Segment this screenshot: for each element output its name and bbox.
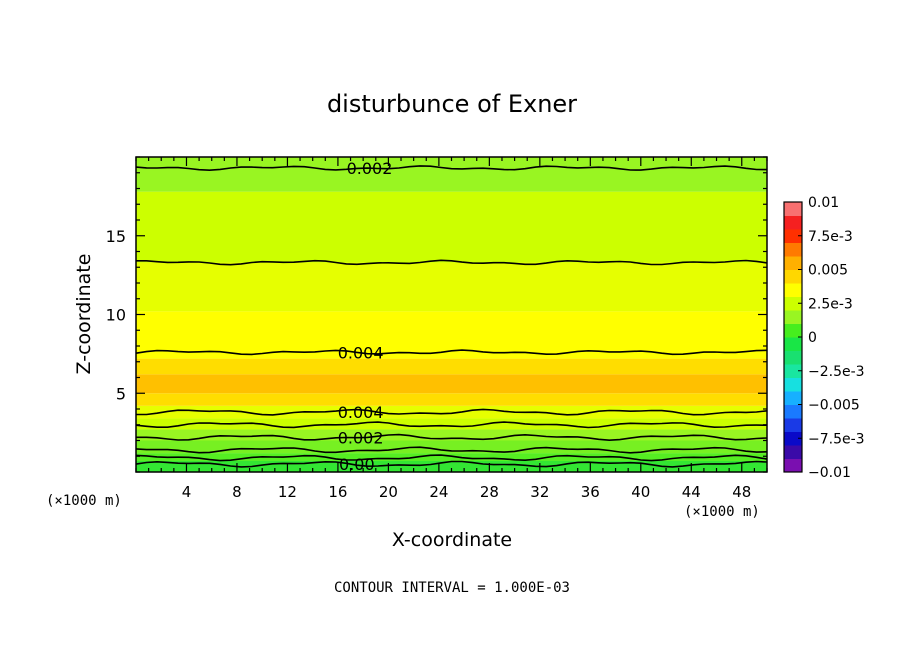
x-tick-label: 20 — [379, 483, 398, 501]
contour-label-0: 0.002 — [347, 159, 393, 178]
contour-line-5 — [136, 408, 768, 416]
heatmap-band-12 — [136, 157, 767, 192]
contour-label-3: 0.002 — [338, 428, 384, 447]
colorbar-tick-label: 0 — [808, 330, 817, 346]
colorbar-swatch — [784, 337, 802, 351]
x-tick-label: 40 — [631, 483, 650, 501]
heatmap-band-10 — [136, 262, 767, 312]
colorbar-tick-label: −2.5e-3 — [808, 364, 865, 380]
x-tick-label: 44 — [682, 483, 701, 501]
x-tick-label: 36 — [581, 483, 600, 501]
heatmap-band-4 — [136, 418, 767, 430]
x-tick-label: 24 — [429, 483, 448, 501]
heatmap-band-3 — [136, 429, 767, 441]
colorbar-swatch — [784, 296, 802, 311]
colorbar-swatch — [784, 215, 802, 230]
colorbar: 0.01 7.5e-3 0.005 2.5e-3 0 −2.5e-3 −0.005 −7.5e… — [783, 195, 865, 481]
colorbar-swatch — [784, 242, 802, 257]
heatmap-band-7 — [136, 374, 767, 394]
colorbar-swatch — [784, 445, 802, 459]
x-unit-left: (×1000 m) — [46, 493, 122, 509]
contour-interval-note: CONTOUR INTERVAL = 1.000E-03 — [334, 580, 570, 596]
contour-line-4 — [135, 421, 768, 429]
colorbar-tick-label: −0.01 — [808, 465, 851, 481]
contour-label-1: 0.004 — [338, 343, 384, 362]
contour-line-2 — [135, 446, 768, 454]
contour-label-2: 0.004 — [338, 403, 384, 422]
contour-line-0 — [135, 460, 768, 468]
colorbar-swatch — [784, 404, 802, 419]
y-tick-label: 10 — [106, 306, 126, 325]
contour-line-8 — [135, 165, 768, 172]
y-tick-label: 5 — [116, 384, 126, 403]
colorbar-swatch — [784, 391, 802, 405]
y-tick-label: 15 — [106, 227, 126, 246]
heatmap-band-6 — [136, 393, 767, 406]
x-tick-label: 28 — [480, 483, 499, 501]
colorbar-tick-label: 0.005 — [808, 263, 848, 279]
colorbar-swatch — [784, 229, 802, 243]
heatmap-band-1 — [136, 453, 767, 461]
colorbar-swatch — [784, 256, 802, 270]
colorbar-tick-label: 0.01 — [808, 195, 839, 211]
contour-line-3 — [136, 433, 768, 442]
x-axis-label: X-coordinate — [392, 529, 512, 551]
colorbar-tick-label: 7.5e-3 — [808, 229, 853, 245]
colorbar-swatch — [784, 310, 802, 324]
colorbar-tick-label: 2.5e-3 — [808, 296, 853, 312]
colorbar-swatch — [784, 202, 802, 216]
heatmap-band-5 — [136, 405, 767, 419]
colorbar-swatch — [784, 269, 802, 284]
colorbar-tick-label: −7.5e-3 — [808, 431, 865, 447]
colorbar-tick-label: −0.005 — [808, 398, 860, 414]
x-tick-label: 8 — [232, 483, 242, 501]
x-unit-right: (×1000 m) — [684, 504, 760, 520]
x-tick-label: 12 — [278, 483, 297, 501]
x-tick-label: 48 — [732, 483, 751, 501]
chart-title: disturbunce of Exner — [327, 90, 577, 118]
y-axis-label: Z-coordinate — [73, 254, 95, 375]
contour-label-4: 0.00 — [339, 455, 375, 474]
x-tick-label: 16 — [328, 483, 347, 501]
colorbar-swatch — [784, 283, 802, 297]
colorbar-swatch — [784, 418, 802, 432]
colorbar-swatch — [784, 431, 802, 446]
contour-line-6 — [135, 349, 768, 356]
heatmap-band-11 — [136, 191, 767, 263]
x-tick-label: 32 — [530, 483, 549, 501]
heatmap-band-8 — [136, 358, 767, 375]
colorbar-swatch — [784, 323, 802, 338]
contour-line-7 — [136, 259, 768, 266]
contour-line-1 — [135, 454, 768, 462]
heatmap-band-0 — [136, 460, 767, 472]
x-tick-label: 4 — [182, 483, 192, 501]
colorbar-swatch — [784, 377, 802, 392]
colorbar-swatch — [784, 364, 802, 378]
colorbar-swatch — [784, 350, 802, 365]
colorbar-swatch — [784, 458, 802, 473]
